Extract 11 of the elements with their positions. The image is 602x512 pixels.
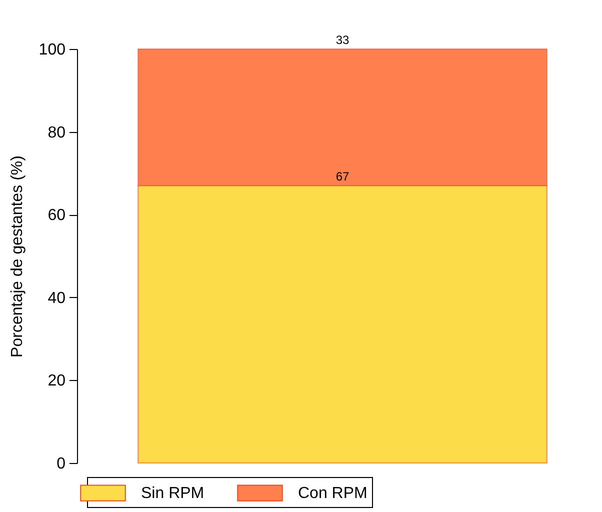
y-tick-label: 20: [48, 372, 66, 390]
y-tick-label: 40: [48, 290, 66, 307]
legend-label: Con RPM: [298, 485, 368, 502]
y-axis-title: Porcentaje de gestantes (%): [8, 156, 26, 358]
data-label: 33: [336, 33, 350, 47]
y-tick-label: 100: [38, 42, 66, 58]
legend-label: Sin RPM: [141, 485, 204, 502]
y-tick-label: 0: [56, 456, 66, 472]
y-tick-label: 80: [48, 124, 66, 142]
y-tick-label: 60: [48, 207, 66, 224]
data-label: 67: [336, 170, 350, 184]
